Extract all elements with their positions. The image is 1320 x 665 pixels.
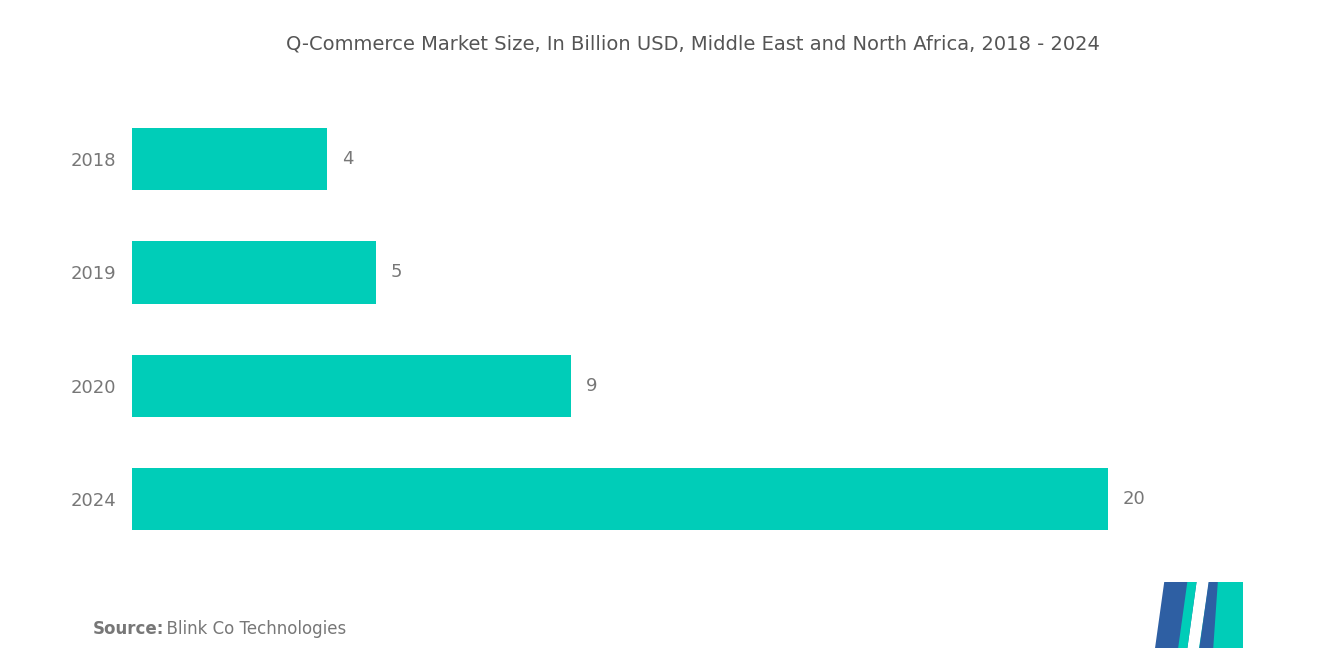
Text: 5: 5 <box>391 263 403 281</box>
Text: 9: 9 <box>586 377 597 395</box>
Text: 4: 4 <box>342 150 354 168</box>
Polygon shape <box>1200 582 1218 648</box>
Bar <box>132 468 1107 531</box>
Text: 20: 20 <box>1122 490 1144 508</box>
Bar <box>132 241 376 304</box>
Polygon shape <box>1177 582 1196 648</box>
Title: Q-Commerce Market Size, In Billion USD, Middle East and North Africa, 2018 - 202: Q-Commerce Market Size, In Billion USD, … <box>286 34 1100 53</box>
Bar <box>132 128 327 190</box>
Polygon shape <box>1200 582 1243 648</box>
Polygon shape <box>1155 582 1196 648</box>
Bar <box>132 354 572 417</box>
Text: Blink Co Technologies: Blink Co Technologies <box>156 620 346 638</box>
Text: Source:: Source: <box>92 620 164 638</box>
